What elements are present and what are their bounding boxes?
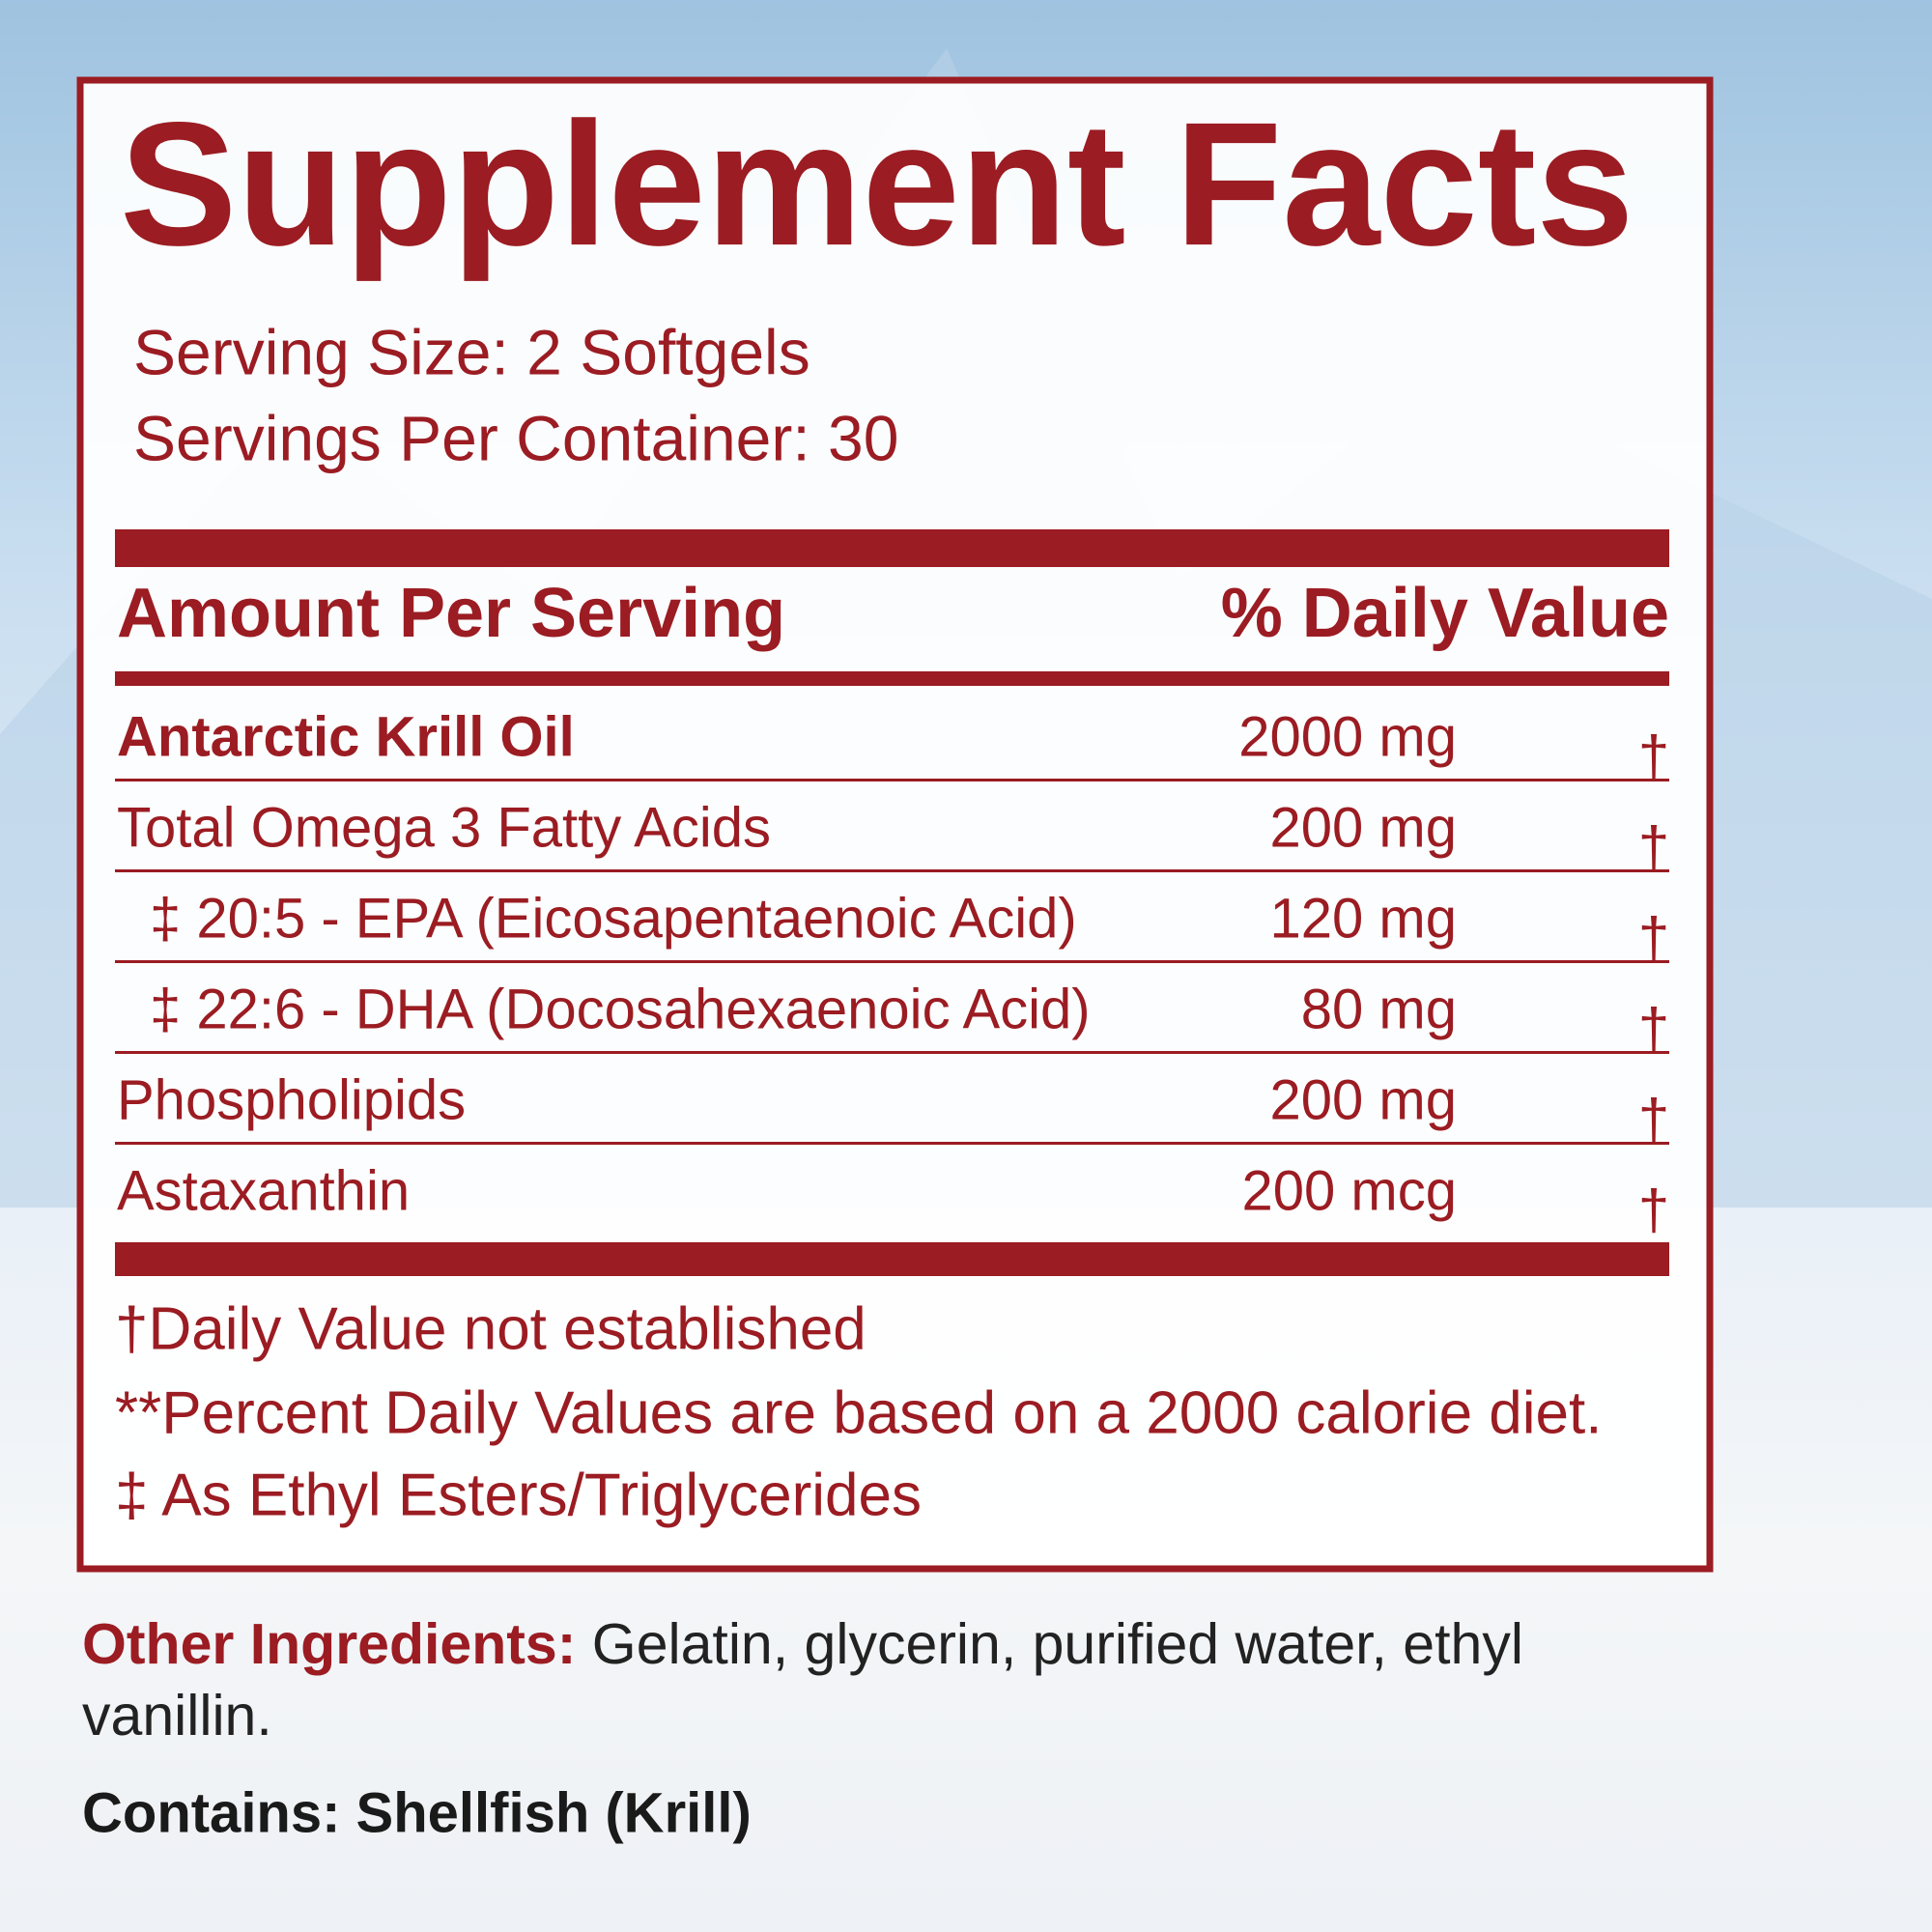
thick-rule [115,1242,1669,1276]
row-rule [115,779,1669,781]
row-rule [115,960,1669,963]
thick-rule [115,529,1669,567]
row-name: Astaxanthin [117,1159,410,1222]
row-rule [115,1142,1669,1145]
row-name: ‡ 22:6 - DHA (Docosahexaenoic Acid) [150,978,1091,1040]
serving-size: Serving Size: 2 Softgels [133,316,810,387]
row-daily-value: † [1638,1179,1669,1241]
row-daily-value: † [1638,724,1669,787]
row-daily-value: † [1638,1088,1669,1151]
row-amount: 200 mcg [1242,1159,1457,1222]
row-name: Phospholipids [117,1068,466,1131]
row-amount: 2000 mg [1238,705,1457,768]
contains: Contains: Shellfish (Krill) [82,1781,752,1844]
row-name: ‡ 20:5 - EPA (Eicosapentaenoic Acid) [150,887,1077,950]
row-rule [115,869,1669,872]
title: Supplement Facts [120,85,1634,282]
row-daily-value: † [1638,997,1669,1060]
row-daily-value: † [1638,815,1669,878]
footnote: †Daily Value not established [115,1295,867,1362]
row-name: Antarctic Krill Oil [117,705,575,768]
header-daily-value: % Daily Value [1221,575,1669,652]
servings-per-container: Servings Per Container: 30 [133,402,898,473]
rule [115,671,1669,686]
footnote: ‡ As Ethyl Esters/Triglycerides [115,1462,922,1528]
other-ingredients: Other Ingredients: Gelatin, glycerin, pu… [82,1608,1724,1751]
facts-box [76,76,1714,1573]
footnote: **Percent Daily Values are based on a 20… [115,1379,1602,1446]
row-amount: 120 mg [1270,887,1457,950]
other-ingredients-text: Gelatin, glycerin, purified water, ethyl… [82,1612,1523,1747]
rows: Antarctic Krill Oil 2000 mg † Total Omega 3… [115,705,1669,1241]
row-amount: 200 mg [1270,796,1457,859]
other-ingredients-label: Other Ingredients: [82,1612,577,1676]
header-amount: Amount Per Serving [117,575,785,652]
row-daily-value: † [1638,906,1669,969]
row-name: Total Omega 3 Fatty Acids [117,796,771,859]
row-amount: 80 mg [1301,978,1457,1040]
row-rule [115,1051,1669,1054]
row-amount: 200 mg [1270,1068,1457,1131]
